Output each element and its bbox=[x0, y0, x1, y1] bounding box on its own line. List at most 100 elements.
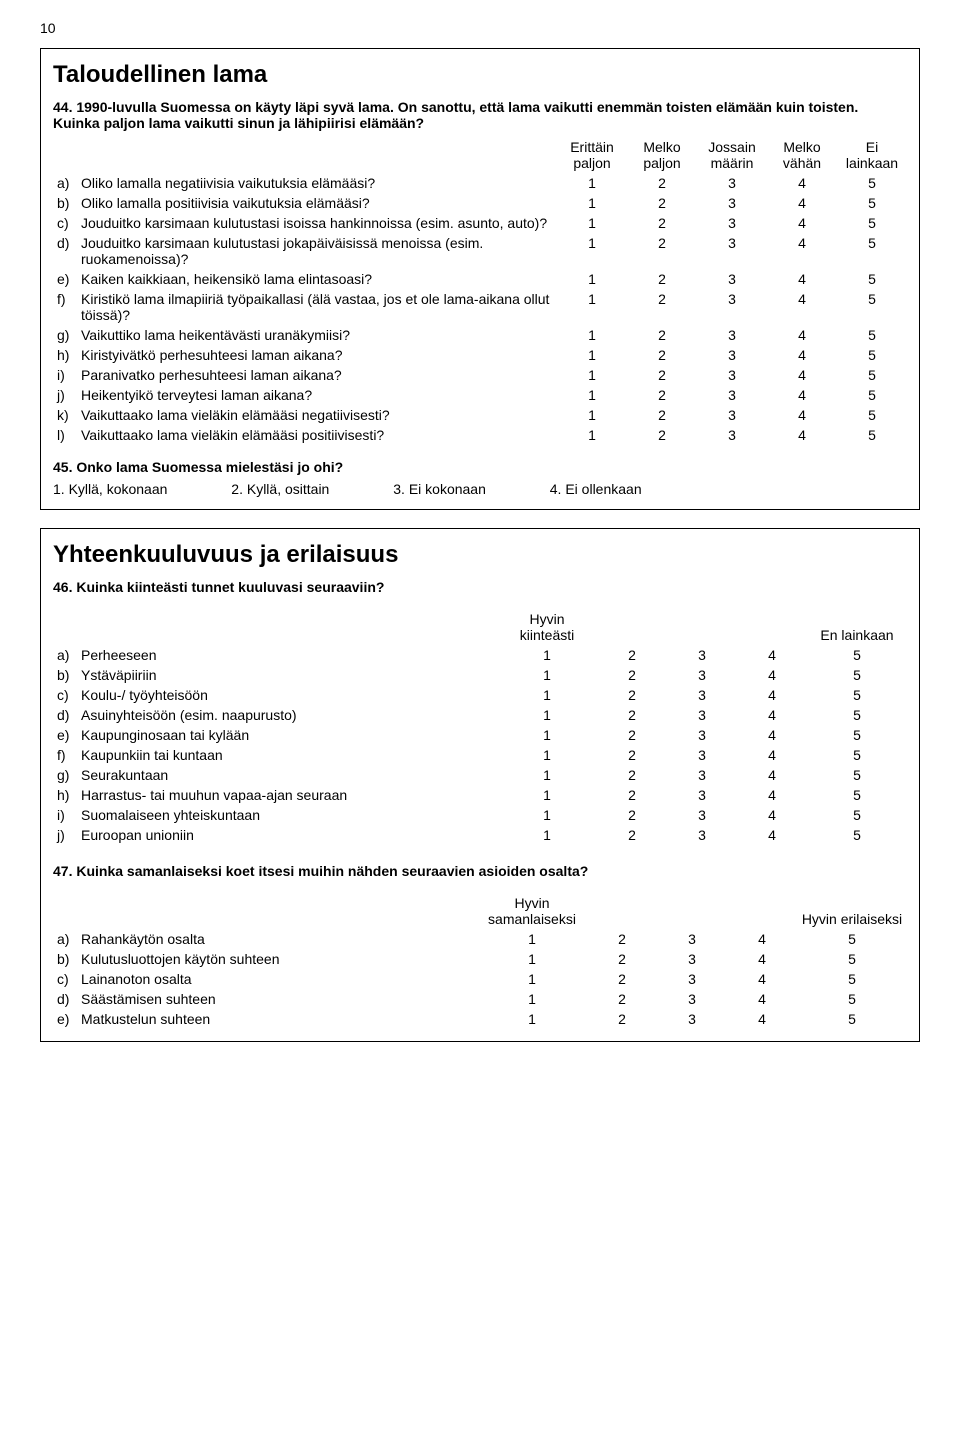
q44-value: 3 bbox=[697, 325, 767, 345]
q44-letter: b) bbox=[53, 193, 77, 213]
q47-text: Kulutusluottojen käytön suhteen bbox=[77, 949, 477, 969]
q46-value: 2 bbox=[597, 785, 667, 805]
q46-row: h)Harrastus- tai muuhun vapaa-ajan seura… bbox=[53, 785, 907, 805]
q44-value: 3 bbox=[697, 425, 767, 445]
q44-value: 2 bbox=[627, 345, 697, 365]
q46-value: 5 bbox=[807, 665, 907, 685]
q47-value: 4 bbox=[727, 1009, 797, 1029]
q44-text: Paranivatko perhesuhteesi laman aikana? bbox=[77, 365, 557, 385]
q46-value: 4 bbox=[737, 725, 807, 745]
q44-h5: Ei lainkaan bbox=[837, 137, 907, 173]
q45-intro: 45. Onko lama Suomessa mielestäsi jo ohi… bbox=[53, 459, 907, 475]
q47-value: 2 bbox=[587, 949, 657, 969]
q47-value: 5 bbox=[797, 1009, 907, 1029]
q47-text: Matkustelun suhteen bbox=[77, 1009, 477, 1029]
q46-value: 3 bbox=[667, 645, 737, 665]
q45-answers: 1. Kyllä, kokonaan 2. Kyllä, osittain 3.… bbox=[53, 481, 907, 497]
q46-value: 2 bbox=[597, 825, 667, 845]
q44-value: 3 bbox=[697, 405, 767, 425]
q46-value: 4 bbox=[737, 765, 807, 785]
q44-value: 3 bbox=[697, 269, 767, 289]
q44-value: 1 bbox=[557, 233, 627, 269]
q44-value: 5 bbox=[837, 233, 907, 269]
q44-text: Kiristyivätkö perhesuhteesi laman aikana… bbox=[77, 345, 557, 365]
q47-value: 3 bbox=[657, 989, 727, 1009]
q46-value: 1 bbox=[497, 785, 597, 805]
q46-letter: a) bbox=[53, 645, 77, 665]
box-taloudellinen-lama: Taloudellinen lama 44. 1990-luvulla Suom… bbox=[40, 48, 920, 510]
q44-h1: Erittäin paljon bbox=[557, 137, 627, 173]
q47-letter: d) bbox=[53, 989, 77, 1009]
q44-value: 4 bbox=[767, 233, 837, 269]
q47-letter: a) bbox=[53, 929, 77, 949]
q46-letter: c) bbox=[53, 685, 77, 705]
q47-value: 1 bbox=[477, 989, 587, 1009]
q46-intro: 46. Kuinka kiinteästi tunnet kuuluvasi s… bbox=[53, 579, 907, 595]
q46-text: Koulu-/ työyhteisöön bbox=[77, 685, 497, 705]
q46-value: 1 bbox=[497, 685, 597, 705]
q46-row: a)Perheeseen12345 bbox=[53, 645, 907, 665]
q44-row: i)Paranivatko perhesuhteesi laman aikana… bbox=[53, 365, 907, 385]
q44-value: 3 bbox=[697, 173, 767, 193]
q47-value: 2 bbox=[587, 929, 657, 949]
q44-h3: Jossain määrin bbox=[697, 137, 767, 173]
q44-value: 1 bbox=[557, 425, 627, 445]
q46-row: e)Kaupunginosaan tai kylään12345 bbox=[53, 725, 907, 745]
q46-text: Harrastus- tai muuhun vapaa-ajan seuraan bbox=[77, 785, 497, 805]
q44-letter: a) bbox=[53, 173, 77, 193]
q46-value: 2 bbox=[597, 665, 667, 685]
q44-text: Vaikuttaako lama vieläkin elämääsi posit… bbox=[77, 425, 557, 445]
q47-letter: c) bbox=[53, 969, 77, 989]
q47-value: 4 bbox=[727, 989, 797, 1009]
q46-value: 5 bbox=[807, 745, 907, 765]
q44-text: Vaikuttaako lama vieläkin elämääsi negat… bbox=[77, 405, 557, 425]
q46-value: 4 bbox=[737, 645, 807, 665]
q44-value: 2 bbox=[627, 325, 697, 345]
q47-value: 1 bbox=[477, 929, 587, 949]
q44-value: 1 bbox=[557, 289, 627, 325]
q44-text: Oliko lamalla positiivisia vaikutuksia e… bbox=[77, 193, 557, 213]
q44-value: 2 bbox=[627, 405, 697, 425]
q47-value: 4 bbox=[727, 929, 797, 949]
q44-letter: j) bbox=[53, 385, 77, 405]
q46-value: 3 bbox=[667, 825, 737, 845]
q44-value: 2 bbox=[627, 269, 697, 289]
q44-value: 1 bbox=[557, 173, 627, 193]
q44-value: 2 bbox=[627, 385, 697, 405]
q44-text: Vaikuttiko lama heikentävästi uranäkymii… bbox=[77, 325, 557, 345]
q46-value: 5 bbox=[807, 825, 907, 845]
q47-value: 3 bbox=[657, 969, 727, 989]
q44-value: 3 bbox=[697, 345, 767, 365]
q46-value: 5 bbox=[807, 705, 907, 725]
q46-row: g)Seurakuntaan12345 bbox=[53, 765, 907, 785]
q47-value: 4 bbox=[727, 949, 797, 969]
q44-letter: e) bbox=[53, 269, 77, 289]
q44-value: 1 bbox=[557, 385, 627, 405]
q44-value: 5 bbox=[837, 345, 907, 365]
q46-value: 1 bbox=[497, 665, 597, 685]
q46-letter: j) bbox=[53, 825, 77, 845]
q44-value: 4 bbox=[767, 289, 837, 325]
q45-a4: 4. Ei ollenkaan bbox=[550, 481, 642, 497]
q46-letter: d) bbox=[53, 705, 77, 725]
q46-value: 4 bbox=[737, 805, 807, 825]
q44-row: j)Heikentyikö terveytesi laman aikana?12… bbox=[53, 385, 907, 405]
q46-value: 5 bbox=[807, 765, 907, 785]
q47-value: 4 bbox=[727, 969, 797, 989]
q47-value: 3 bbox=[657, 929, 727, 949]
q44-value: 4 bbox=[767, 173, 837, 193]
section-title-2: Yhteenkuuluvuus ja erilaisuus bbox=[53, 541, 907, 569]
q46-value: 5 bbox=[807, 805, 907, 825]
q44-value: 4 bbox=[767, 405, 837, 425]
q44-value: 5 bbox=[837, 385, 907, 405]
q46-value: 1 bbox=[497, 725, 597, 745]
q46-value: 1 bbox=[497, 825, 597, 845]
q47-value: 3 bbox=[657, 1009, 727, 1029]
q44-value: 1 bbox=[557, 193, 627, 213]
q46-text: Euroopan unioniin bbox=[77, 825, 497, 845]
q46-value: 5 bbox=[807, 645, 907, 665]
q46-letter: f) bbox=[53, 745, 77, 765]
q44-value: 4 bbox=[767, 385, 837, 405]
q44-value: 1 bbox=[557, 269, 627, 289]
q44-row: e)Kaiken kaikkiaan, heikensikö lama elin… bbox=[53, 269, 907, 289]
